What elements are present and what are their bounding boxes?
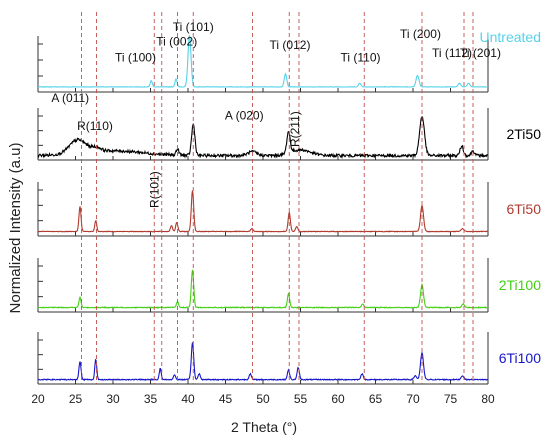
- x-tick-label: 45: [219, 392, 233, 406]
- x-tick-label: 60: [331, 392, 345, 406]
- legend-label-2ti50: 2Ti50: [506, 126, 541, 142]
- peak-annotations: Ti (101)Ti (002)Ti (100) Ti (012) Ti (110)…: [51, 20, 501, 208]
- peak-label: Ti (110): [340, 50, 380, 64]
- series-line-untreated: [37, 35, 489, 88]
- panel-2ti100: 2Ti100: [37, 258, 542, 313]
- series-line-6ti50: [37, 190, 488, 233]
- x-axis: 20 25 30 35 40 45 50 55 60 65 70 75 80: [31, 392, 495, 406]
- peak-label: Ti (100): [115, 50, 156, 64]
- series-line-6ti100: [37, 342, 489, 382]
- peak-label: Ti (101): [173, 20, 214, 34]
- x-tick-label: 70: [406, 392, 420, 406]
- peak-label: A (020): [225, 108, 264, 122]
- legend-label-6ti100: 6Ti100: [499, 350, 542, 366]
- series-line-2ti50: [37, 116, 488, 160]
- peak-label: Ti (012): [270, 38, 311, 52]
- peak-label: Ti (201): [460, 46, 501, 60]
- x-tick-label: 80: [481, 392, 495, 406]
- x-tick-label: 55: [294, 392, 308, 406]
- legend-label-untreated: Untreated: [480, 29, 541, 45]
- peak-label: R(101): [148, 171, 162, 208]
- x-tick-label: 30: [106, 392, 120, 406]
- reference-lines: [81, 12, 474, 384]
- legend-label-6ti50: 6Ti50: [506, 201, 541, 217]
- x-tick-label: 75: [444, 392, 458, 406]
- panel-6ti100: 6Ti100: [37, 332, 542, 385]
- x-tick-label: 20: [31, 392, 45, 406]
- x-tick-label: 50: [256, 392, 270, 406]
- panels: Untreated 2Ti50 6Ti50 2Ti100 6Ti100: [37, 29, 542, 385]
- legend-label-2ti100: 2Ti100: [499, 277, 542, 293]
- x-tick-label: 40: [181, 392, 195, 406]
- peak-label: R(211): [288, 111, 302, 147]
- peak-label: R(110): [77, 119, 113, 133]
- x-tick-label: 35: [144, 392, 158, 406]
- peak-label: Ti (002): [156, 35, 197, 49]
- series-line-2ti100: [37, 269, 489, 309]
- peak-label: Ti (112): [432, 46, 472, 60]
- y-axis-label: Normalized Intensity (a.u): [7, 143, 24, 314]
- x-tick-label: 65: [369, 392, 383, 406]
- x-axis-label: 2 Theta (°): [231, 419, 297, 435]
- panel-2ti50: 2Ti50: [37, 108, 541, 161]
- peak-label: A (011): [51, 91, 89, 105]
- x-tick-label: 25: [69, 392, 83, 406]
- panel-untreated: Untreated: [37, 29, 541, 93]
- panel-6ti50: 6Ti50: [37, 182, 541, 237]
- peak-label: Ti (200): [400, 27, 441, 41]
